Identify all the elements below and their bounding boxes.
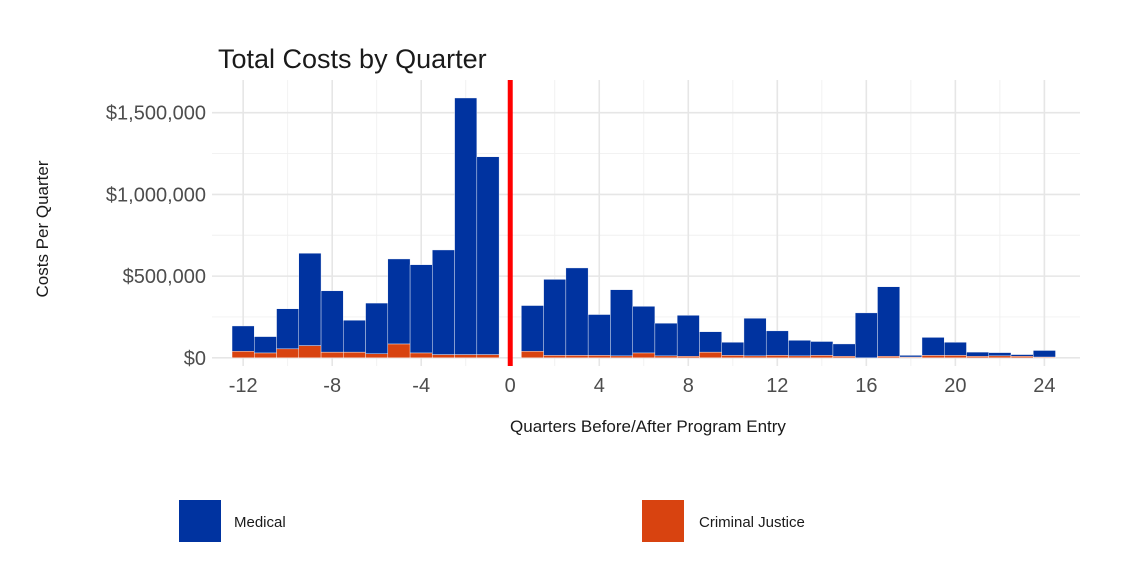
bar-medical	[298, 253, 322, 346]
bar-medical	[810, 341, 834, 356]
bar-medical	[343, 320, 366, 353]
x-tick-label: -8	[323, 375, 341, 397]
bar-medical	[432, 249, 455, 355]
bar-medical	[699, 331, 722, 353]
bar-criminal-justice	[810, 355, 834, 359]
bar-medical	[966, 351, 989, 357]
legend-label-medical: Medical	[234, 514, 286, 531]
y-axis-title: Costs Per Quarter	[33, 160, 52, 297]
bar-criminal-justice	[565, 355, 589, 359]
bar-criminal-justice	[944, 355, 967, 359]
bar-medical	[788, 340, 811, 357]
bar-medical	[610, 289, 633, 357]
bar-criminal-justice	[632, 352, 656, 359]
bar-criminal-justice	[1010, 355, 1034, 359]
bar-medical	[765, 330, 789, 356]
bar-criminal-justice	[231, 351, 255, 359]
bar-criminal-justice	[788, 355, 811, 359]
bar-medical	[543, 279, 567, 356]
bar-criminal-justice	[476, 354, 500, 359]
bar-medical	[365, 302, 389, 354]
x-tick-label: 24	[1033, 375, 1055, 397]
bar-criminal-justice	[765, 355, 789, 359]
bars	[231, 97, 1056, 359]
x-axis-ticks: -12 -8 -4 0 4 8 12 16 20 24	[229, 375, 1056, 397]
x-tick-label: -4	[412, 375, 430, 397]
bar-medical	[276, 308, 299, 350]
y-axis-ticks: $0 $500,000 $1,000,000 $1,500,000	[106, 103, 206, 370]
bar-medical	[587, 314, 611, 356]
bar-medical	[721, 342, 745, 356]
bar-criminal-justice	[276, 348, 299, 359]
bar-medical	[632, 306, 656, 354]
bar-medical	[454, 97, 478, 355]
y-tick-label: $1,000,000	[106, 184, 206, 206]
legend-label-criminal-justice: Criminal Justice	[699, 514, 805, 531]
bar-medical	[254, 336, 277, 354]
x-tick-label: 0	[505, 375, 516, 397]
bar-medical	[565, 267, 589, 356]
bar-criminal-justice	[521, 351, 544, 359]
bar-medical	[1010, 354, 1034, 357]
bar-criminal-justice	[387, 343, 411, 359]
bar-criminal-justice	[966, 355, 989, 359]
bar-medical	[676, 315, 700, 357]
bar-medical	[387, 258, 411, 345]
y-tick-label: $1,500,000	[106, 103, 206, 125]
x-tick-label: -12	[229, 375, 258, 397]
x-tick-label: 8	[683, 375, 694, 397]
bar-criminal-justice	[721, 355, 745, 359]
bar-medical	[521, 305, 544, 352]
bar-criminal-justice	[610, 355, 633, 359]
legend-swatch-medical	[179, 500, 221, 542]
bar-medical	[855, 312, 878, 359]
x-tick-label: 4	[594, 375, 605, 397]
bar-criminal-justice	[320, 351, 344, 359]
legend-swatch-criminal-justice	[642, 500, 684, 542]
bar-criminal-justice	[921, 355, 945, 359]
x-tick-label: 16	[855, 375, 877, 397]
bar-medical	[899, 355, 923, 358]
bar-criminal-justice	[676, 355, 700, 359]
bar-criminal-justice	[254, 352, 277, 359]
bar-medical	[921, 337, 945, 356]
bar-medical	[654, 322, 678, 357]
bar-criminal-justice	[743, 355, 767, 359]
bar-criminal-justice	[409, 352, 433, 359]
bar-criminal-justice	[298, 345, 322, 359]
bar-criminal-justice	[654, 355, 678, 359]
bar-criminal-justice	[877, 355, 900, 359]
bar-medical	[944, 342, 967, 356]
bar-criminal-justice	[365, 353, 389, 359]
bar-medical	[743, 318, 767, 357]
bar-medical	[231, 325, 255, 352]
y-tick-label: $0	[184, 348, 206, 370]
bar-criminal-justice	[454, 354, 478, 359]
bar-criminal-justice	[343, 351, 366, 359]
bar-medical	[832, 343, 856, 357]
bar-criminal-justice	[587, 355, 611, 359]
bar-criminal-justice	[543, 355, 567, 359]
bar-medical	[877, 286, 900, 357]
x-axis-title: Quarters Before/After Program Entry	[510, 417, 786, 436]
bar-medical	[409, 264, 433, 354]
bar-criminal-justice	[832, 355, 856, 359]
bar-criminal-justice	[699, 351, 722, 359]
chart-title: Total Costs by Quarter	[218, 44, 487, 74]
bar-medical	[320, 290, 344, 353]
bar-medical	[988, 352, 1012, 357]
bar-medical	[1033, 350, 1056, 358]
bar-criminal-justice	[432, 354, 455, 359]
bar-medical	[476, 156, 500, 355]
x-tick-label: 20	[944, 375, 966, 397]
bar-criminal-justice	[988, 355, 1012, 359]
x-tick-label: 12	[766, 375, 788, 397]
y-tick-label: $500,000	[123, 266, 206, 288]
